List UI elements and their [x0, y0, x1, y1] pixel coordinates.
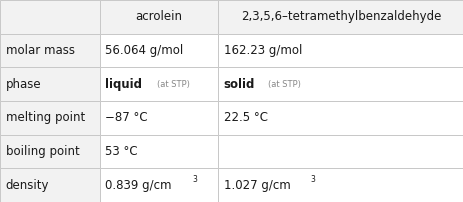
- Text: solid: solid: [223, 78, 255, 91]
- Bar: [100, 0, 218, 34]
- Text: 3: 3: [310, 175, 315, 184]
- Text: liquid: liquid: [105, 78, 142, 91]
- Text: melting point: melting point: [6, 111, 85, 124]
- Bar: [100, 67, 218, 101]
- Bar: [218, 168, 463, 202]
- Bar: [218, 67, 463, 101]
- Bar: [100, 101, 218, 135]
- Bar: [218, 34, 463, 67]
- Text: 162.23 g/mol: 162.23 g/mol: [223, 44, 301, 57]
- Text: acrolein: acrolein: [135, 10, 182, 23]
- Text: (at STP): (at STP): [267, 80, 300, 89]
- Text: 0.839 g/cm: 0.839 g/cm: [105, 179, 171, 192]
- Text: 1.027 g/cm: 1.027 g/cm: [223, 179, 290, 192]
- Bar: [100, 34, 218, 67]
- Bar: [218, 101, 463, 135]
- Bar: [100, 135, 218, 168]
- Text: phase: phase: [6, 78, 41, 91]
- Bar: [100, 168, 218, 202]
- Bar: [0, 135, 100, 168]
- Bar: [0, 34, 100, 67]
- Text: 53 °C: 53 °C: [105, 145, 138, 158]
- Text: (at STP): (at STP): [156, 80, 189, 89]
- Text: 3: 3: [192, 175, 196, 184]
- Text: 56.064 g/mol: 56.064 g/mol: [105, 44, 183, 57]
- Bar: [0, 168, 100, 202]
- Text: molar mass: molar mass: [6, 44, 75, 57]
- Text: boiling point: boiling point: [6, 145, 79, 158]
- Bar: [0, 101, 100, 135]
- Text: 22.5 °C: 22.5 °C: [223, 111, 267, 124]
- Bar: [0, 67, 100, 101]
- Bar: [218, 0, 463, 34]
- Text: density: density: [6, 179, 49, 192]
- Text: −87 °C: −87 °C: [105, 111, 148, 124]
- Text: 2,3,5,6–tetramethylbenzaldehyde: 2,3,5,6–tetramethylbenzaldehyde: [240, 10, 440, 23]
- Bar: [0, 0, 100, 34]
- Bar: [218, 135, 463, 168]
